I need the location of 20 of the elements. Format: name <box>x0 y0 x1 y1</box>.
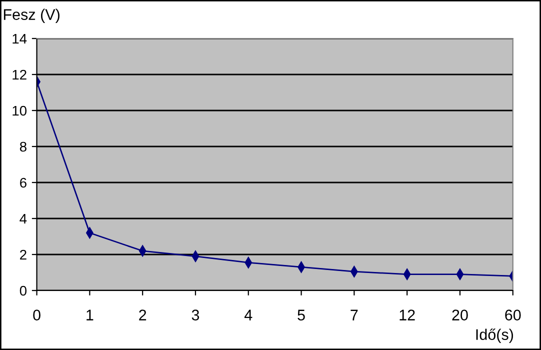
y-tick-label: 10 <box>12 106 27 116</box>
y-tick-label: 4 <box>20 214 27 224</box>
y-tick-label: 12 <box>12 70 26 80</box>
y-axis-title: Fesz (V) <box>4 8 60 23</box>
y-tick-label: 8 <box>20 142 26 152</box>
x-tick-label: 4 <box>244 310 252 320</box>
x-tick-label: 1 <box>86 310 94 320</box>
x-tick-label: 7 <box>350 310 358 320</box>
x-tick-label: 0 <box>33 310 40 320</box>
y-tick-label: 6 <box>20 178 26 188</box>
x-tick-label: 5 <box>298 310 305 320</box>
x-tick-label: 12 <box>400 310 415 320</box>
y-tick-label: 0 <box>20 286 27 296</box>
x-tick-label: 60 <box>505 310 521 320</box>
x-axis-title: Idő(s) <box>476 328 514 343</box>
y-tick-label: 2 <box>20 250 26 260</box>
y-tick-label: 14 <box>12 34 27 44</box>
x-tick-label: 20 <box>452 310 468 320</box>
x-tick-label: 2 <box>139 310 146 320</box>
x-tick-label: 3 <box>192 310 200 320</box>
